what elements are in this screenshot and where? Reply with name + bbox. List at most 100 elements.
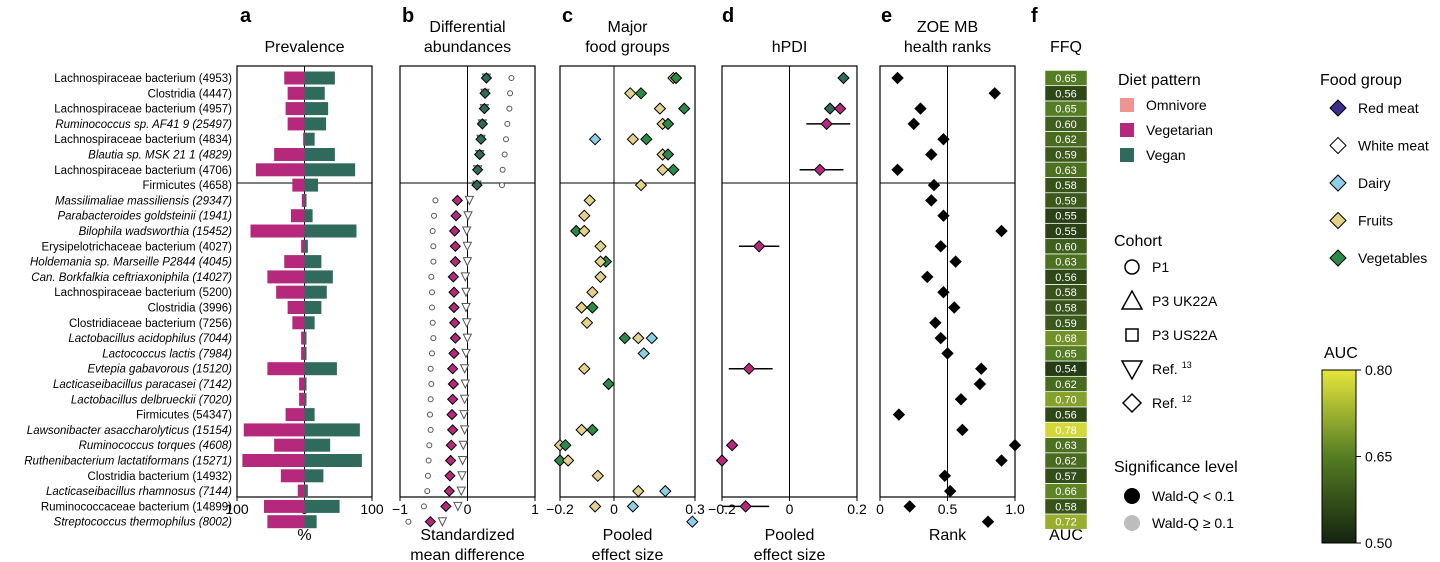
zoe-rank-point: [921, 270, 934, 284]
species-label: Lacticaseibacillus rhamnosus (7144): [46, 486, 232, 498]
zoe-rank-point: [929, 316, 942, 330]
zoe-rank-point: [891, 71, 904, 85]
food-group-point: [645, 331, 659, 345]
prevalence-bar-vegan: [304, 316, 315, 330]
diff-abundance-vegan: [471, 179, 483, 191]
auc-value: 0.55: [1055, 226, 1076, 238]
food-group-point: [626, 500, 640, 513]
food-group-point: [637, 347, 650, 360]
legend-label: Ref. 13: [1152, 360, 1192, 377]
cohort-marker: [461, 226, 472, 237]
cohort-marker: [427, 426, 434, 433]
auc-value: 0.58: [1055, 303, 1076, 315]
cohort-marker: [430, 243, 437, 250]
species-label: Clostridia (3996): [148, 303, 233, 315]
zoe-rank-point: [934, 240, 947, 253]
cohort-circle-icon: [1124, 259, 1140, 275]
cohort-triangle-down-icon: [1120, 360, 1144, 381]
auc-value: 0.56: [1055, 410, 1076, 422]
legend-label: Dairy: [1358, 175, 1391, 191]
colorbar-tick-label: 0.80: [1365, 362, 1392, 378]
zoe-rank-point: [925, 194, 938, 207]
auc-value: 0.58: [1055, 180, 1076, 192]
zoe-rank-point: [914, 102, 927, 115]
auc-value: 0.58: [1055, 287, 1076, 299]
species-label: Lactobacillus delbrueckii (7020): [71, 394, 232, 406]
prevalence-bar-vegan: [304, 239, 308, 253]
prevalence-bar-vegan: [304, 301, 322, 314]
cohort-marker: [459, 364, 470, 374]
auc-value: 0.65: [1055, 73, 1076, 85]
legend-label: Vegetarian: [1146, 122, 1213, 138]
prevalence-bar-vegetarian: [299, 377, 305, 391]
diff-abundance-vegetarian: [445, 439, 458, 451]
food-group-point: [591, 469, 605, 483]
prevalence-bar-vegetarian: [285, 102, 305, 116]
prevalence-bar-vegetarian: [297, 484, 305, 498]
axis-label: Pooled: [765, 527, 815, 544]
cohort-marker: [420, 503, 427, 510]
tick-label: 0.2: [847, 501, 867, 517]
hpdi-point: [742, 362, 756, 375]
hpdi-point: [837, 71, 850, 85]
panel-title: hPDI: [772, 39, 808, 56]
species-label: Lachnospiraceae bacterium (4834): [54, 134, 232, 146]
prevalence-bar-vegan: [304, 408, 315, 422]
auc-cell: [1044, 376, 1088, 392]
auc-value: 0.62: [1055, 134, 1076, 146]
prevalence-bar-vegetarian: [287, 117, 305, 131]
prevalence-bar-vegan: [304, 132, 315, 146]
cohort-marker: [508, 75, 515, 81]
zoe-rank-point: [988, 87, 1001, 100]
food-group-point: [559, 438, 572, 452]
species-label: Firmicutes (4658): [143, 180, 233, 192]
cohort-marker: [429, 350, 435, 357]
food-group-point: [553, 454, 567, 467]
cohort-marker: [462, 333, 473, 344]
auc-value: 0.59: [1055, 195, 1076, 207]
auc-cell: [1044, 269, 1088, 285]
food-group-point: [653, 102, 667, 115]
zoe-rank-point: [981, 515, 995, 528]
axis-label: effect size: [754, 547, 826, 562]
food-group-point: [583, 194, 596, 207]
prevalence-bar-vegan: [304, 285, 327, 299]
prevalence-bar-vegetarian: [301, 346, 305, 360]
auc-cell: [1044, 422, 1088, 438]
prevalence-bar-vegetarian: [303, 132, 305, 146]
cohort-marker: [501, 151, 508, 158]
auc-value: 0.60: [1055, 241, 1076, 253]
auc-value: 0.59: [1055, 318, 1076, 330]
prevalence-bar-vegan: [304, 163, 356, 177]
auc-cell: [1044, 437, 1088, 453]
species-label: Massilimaliae massiliensis (29347): [55, 195, 232, 207]
prevalence-bar-vegan: [304, 178, 318, 192]
prevalence-bar-vegetarian: [301, 193, 305, 207]
panel-letter: f: [1031, 5, 1038, 27]
food-group-point: [594, 255, 607, 268]
diff-abundance-vegetarian: [440, 500, 452, 513]
species-label: Streptococcus thermophilus (8002): [54, 517, 233, 529]
prevalence-bar-vegan: [304, 377, 307, 391]
auc-value: 0.55: [1055, 211, 1076, 223]
species-label: Lawsonibacter asaccharolyticus (15154): [27, 425, 232, 437]
prevalence-bar-vegan: [304, 255, 322, 269]
prevalence-bar-vegan: [304, 362, 337, 376]
axis-label: mean difference: [410, 547, 525, 562]
colorbar-tick-label: 0.65: [1365, 449, 1392, 465]
prevalence-bar-vegetarian: [287, 301, 305, 314]
species-label: Lachnospiraceae bacterium (4953): [54, 73, 232, 85]
tick-label: 0: [464, 501, 472, 517]
cohort-marker: [461, 348, 471, 359]
legend-label: Ref. 12: [1152, 394, 1192, 411]
food-group-point: [661, 117, 675, 131]
cohort-marker: [429, 289, 435, 296]
legend-label: Omnivore: [1146, 97, 1207, 113]
panel-letter: a: [240, 5, 252, 27]
cohort-marker: [430, 335, 437, 342]
zoe-rank-point: [954, 393, 968, 406]
prevalence-bar-vegetarian: [255, 163, 305, 177]
food-group-point: [661, 148, 675, 161]
auc-cell: [1044, 85, 1088, 102]
species-label: Ruthenibacterium lactatiformans (15271): [24, 456, 232, 468]
